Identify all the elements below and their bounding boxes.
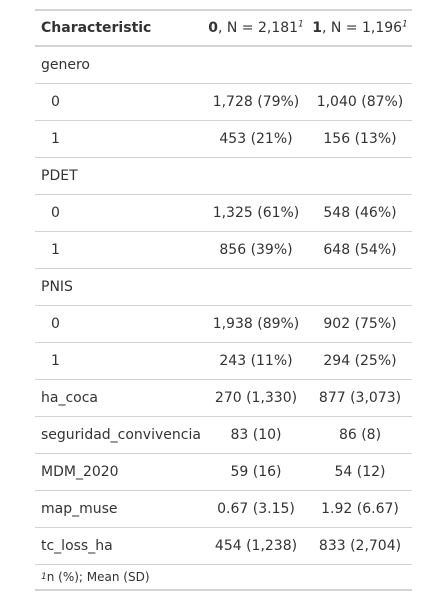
- row-label: 0: [51, 205, 60, 221]
- cell-group-0: 856 (39%): [219, 242, 293, 258]
- cell-group-1: 877 (3,073): [318, 390, 402, 406]
- cell-group-1: 294 (25%): [323, 353, 397, 369]
- summary-table: Characteristic 0, N = 2,1811 1, N = 1,19…: [35, 9, 412, 591]
- cell-group-0: 1,938 (89%): [212, 316, 300, 332]
- header-group-0-n: , N = 2,181: [217, 20, 299, 36]
- cell-group-1: 1.92 (6.67): [321, 501, 399, 517]
- cell-group-0: 1,325 (61%): [212, 205, 300, 221]
- table-header-row: Characteristic 0, N = 2,1811 1, N = 1,19…: [35, 11, 412, 47]
- table-row: 1 453 (21%) 156 (13%): [35, 121, 412, 158]
- table-row: seguridad_convivencia 83 (10) 86 (8): [35, 417, 412, 454]
- cell-group-1: 833 (2,704): [318, 538, 402, 554]
- row-label: MDM_2020: [41, 464, 119, 480]
- table-row: PNIS: [35, 269, 412, 306]
- row-label: ha_coca: [41, 390, 98, 406]
- table-row: 1 856 (39%) 648 (54%): [35, 232, 412, 269]
- cell-group-1: 548 (46%): [323, 205, 397, 221]
- table-top-rule: [35, 9, 412, 11]
- cell-group-1: 54 (12): [334, 464, 386, 480]
- cell-group-0: 83 (10): [230, 427, 282, 443]
- cell-group-1: 902 (75%): [323, 316, 397, 332]
- row-label: PDET: [41, 168, 78, 184]
- table-row: map_muse 0.67 (3.15) 1.92 (6.67): [35, 491, 412, 528]
- row-label: 1: [51, 242, 60, 258]
- table-row: ha_coca 270 (1,330) 877 (3,073): [35, 380, 412, 417]
- header-group-1: 1, N = 1,1961: [308, 20, 412, 36]
- cell-group-0: 1,728 (79%): [212, 94, 300, 110]
- row-label: tc_loss_ha: [41, 538, 113, 554]
- header-group-0-footnote-mark: 1: [298, 19, 304, 30]
- cell-group-1: 86 (8): [338, 427, 382, 443]
- cell-group-1: 156 (13%): [323, 131, 397, 147]
- row-label: 1: [51, 131, 60, 147]
- header-characteristic: Characteristic: [41, 20, 152, 36]
- row-label: 0: [51, 316, 60, 332]
- cell-group-0: 243 (11%): [219, 353, 293, 369]
- row-label: PNIS: [41, 279, 73, 295]
- table-row: 0 1,728 (79%) 1,040 (87%): [35, 84, 412, 121]
- header-group-1-label: 1: [312, 20, 322, 36]
- header-group-0-label: 0: [208, 20, 218, 36]
- cell-group-1: 648 (54%): [323, 242, 397, 258]
- table-footnote: 1 n (%); Mean (SD): [35, 565, 412, 591]
- table-row: tc_loss_ha 454 (1,238) 833 (2,704): [35, 528, 412, 565]
- table-row: 0 1,325 (61%) 548 (46%): [35, 195, 412, 232]
- table-body: genero 0 1,728 (79%) 1,040 (87%) 1 453 (21%) 1…: [35, 47, 412, 565]
- row-label: genero: [41, 57, 90, 73]
- table-row: 1 243 (11%) 294 (25%): [35, 343, 412, 380]
- row-label: seguridad_convivencia: [41, 427, 201, 443]
- cell-group-0: 453 (21%): [219, 131, 293, 147]
- table-row: genero: [35, 47, 412, 84]
- header-group-0: 0, N = 2,1811: [204, 20, 308, 36]
- cell-group-0: 59 (16): [230, 464, 282, 480]
- footnote-text: n (%); Mean (SD): [46, 570, 150, 584]
- cell-group-0: 454 (1,238): [214, 538, 298, 554]
- row-label: map_muse: [41, 501, 118, 517]
- table-row: PDET: [35, 158, 412, 195]
- cell-group-0: 270 (1,330): [214, 390, 298, 406]
- table-row: 0 1,938 (89%) 902 (75%): [35, 306, 412, 343]
- header-group-1-footnote-mark: 1: [402, 19, 408, 30]
- row-label: 1: [51, 353, 60, 369]
- cell-group-0: 0.67 (3.15): [217, 501, 295, 517]
- header-group-1-n: , N = 1,196: [321, 20, 403, 36]
- table-row: MDM_2020 59 (16) 54 (12): [35, 454, 412, 491]
- cell-group-1: 1,040 (87%): [316, 94, 404, 110]
- row-label: 0: [51, 94, 60, 110]
